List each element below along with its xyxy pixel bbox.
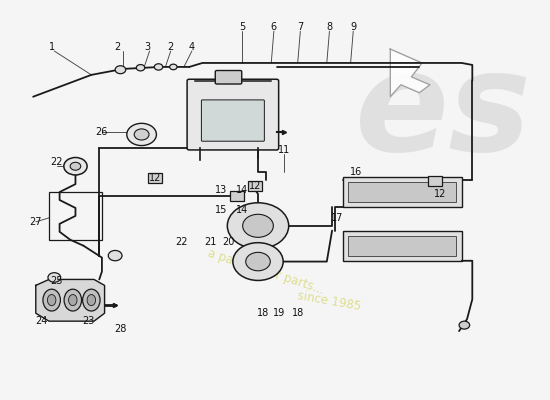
Text: 1: 1 <box>48 42 54 52</box>
Bar <box>343 177 461 207</box>
Text: 22: 22 <box>175 237 188 247</box>
Circle shape <box>155 64 163 70</box>
Polygon shape <box>390 49 430 97</box>
Text: 2: 2 <box>114 42 121 52</box>
FancyBboxPatch shape <box>201 100 265 141</box>
Text: since 1985: since 1985 <box>297 289 362 313</box>
Text: 20: 20 <box>223 237 235 247</box>
Text: a passion for parts...: a passion for parts... <box>206 246 326 296</box>
Text: 17: 17 <box>331 213 344 223</box>
Text: es: es <box>355 45 532 180</box>
Text: 7: 7 <box>297 22 304 32</box>
Text: 19: 19 <box>273 308 285 318</box>
Circle shape <box>127 123 156 146</box>
Text: 13: 13 <box>215 185 227 195</box>
Bar <box>148 173 162 183</box>
Circle shape <box>108 250 122 261</box>
Text: 4: 4 <box>189 42 195 52</box>
Ellipse shape <box>82 289 100 311</box>
Ellipse shape <box>69 294 77 306</box>
Text: 9: 9 <box>350 22 356 32</box>
Bar <box>428 176 442 186</box>
Text: 22: 22 <box>51 157 63 167</box>
Text: 21: 21 <box>204 237 217 247</box>
Ellipse shape <box>47 294 56 306</box>
Bar <box>249 181 262 191</box>
Ellipse shape <box>43 289 60 311</box>
Bar <box>348 236 456 256</box>
Text: 27: 27 <box>30 217 42 227</box>
Text: 18: 18 <box>292 308 304 318</box>
Text: 6: 6 <box>271 22 277 32</box>
Circle shape <box>64 158 87 175</box>
Circle shape <box>169 64 177 70</box>
Circle shape <box>227 203 289 249</box>
Circle shape <box>70 162 81 170</box>
Circle shape <box>233 243 283 280</box>
Bar <box>49 192 102 240</box>
Text: 5: 5 <box>239 22 245 32</box>
Circle shape <box>243 214 273 237</box>
FancyBboxPatch shape <box>187 79 279 150</box>
Text: 14: 14 <box>236 205 248 215</box>
Circle shape <box>115 66 126 74</box>
Ellipse shape <box>64 289 81 311</box>
Text: 12: 12 <box>434 189 447 199</box>
Text: 26: 26 <box>96 128 108 138</box>
Circle shape <box>459 321 470 329</box>
Text: 23: 23 <box>82 316 95 326</box>
Text: 16: 16 <box>350 167 362 177</box>
Text: 2: 2 <box>168 42 174 52</box>
Text: 18: 18 <box>257 308 270 318</box>
Bar <box>348 182 456 202</box>
Text: 12: 12 <box>148 173 161 183</box>
Text: 28: 28 <box>114 324 126 334</box>
Circle shape <box>136 64 145 71</box>
FancyBboxPatch shape <box>215 70 242 84</box>
Text: 12: 12 <box>249 181 262 191</box>
Text: 11: 11 <box>278 145 290 155</box>
Circle shape <box>246 252 270 271</box>
Text: 15: 15 <box>215 205 227 215</box>
Circle shape <box>48 273 60 282</box>
Polygon shape <box>36 280 104 321</box>
Text: 14: 14 <box>236 185 248 195</box>
Ellipse shape <box>87 294 96 306</box>
Circle shape <box>134 129 149 140</box>
Bar <box>230 191 244 201</box>
Text: 3: 3 <box>144 42 150 52</box>
Text: 8: 8 <box>326 22 333 32</box>
Text: 24: 24 <box>35 316 47 326</box>
Text: 25: 25 <box>51 276 63 286</box>
Bar <box>343 230 461 261</box>
